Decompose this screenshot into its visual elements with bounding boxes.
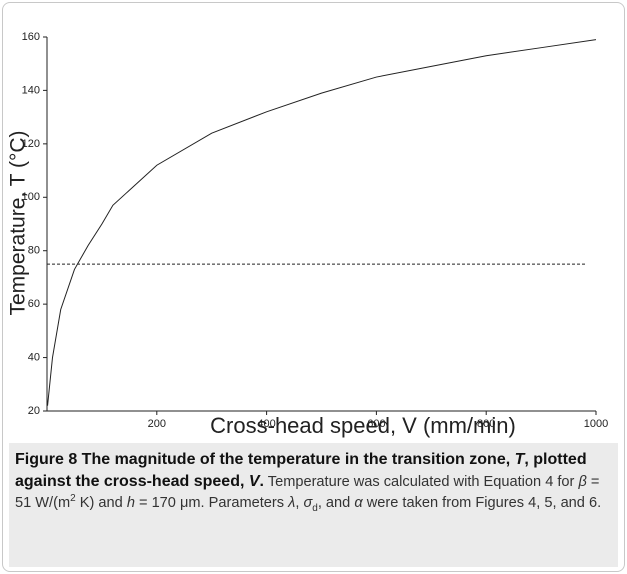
x-tick-label: 600 [367,418,385,430]
caption-run: d [312,502,318,514]
x-tick-label: 1000 [584,418,608,430]
caption-run: . [259,473,264,490]
caption-run: , and [317,495,355,511]
y-tick-label: 20 [28,405,40,417]
y-tick-label: 120 [22,138,40,150]
x-axis-label: Cross-head speed, V (mm/min) [210,413,516,438]
caption-run: 2 [70,493,76,505]
caption-run: Temperature was calculated with Equation… [263,474,579,490]
chart: Cross-head speed, V (mm/min) Temperature… [7,31,609,438]
y-tick-label: 60 [28,298,40,310]
caption-run: Figure 8 The magnitude of the temperatur… [15,451,515,468]
caption-run: T [514,451,525,468]
caption-run: , plotted against the cross-head speed, [15,451,587,490]
caption-run: were taken from Figures 4, 5, and 6. [362,495,602,511]
caption-run: α [354,495,363,511]
caption-run: = 51 W/(m [15,474,600,511]
caption-run: λ [288,495,296,511]
caption-run: σ [303,495,313,511]
y-tick-label: 140 [22,84,40,96]
caption-run: = 170 μm. Parameters [134,495,289,511]
caption-run: h [126,495,135,511]
caption-run: V [248,473,260,490]
caption: Figure 8 The magnitude of the temperatur… [9,443,618,567]
y-tick-label: 100 [22,191,40,203]
caption-run: K) and [75,495,127,511]
x-tick-label: 400 [257,418,275,430]
x-tick-label: 800 [477,418,495,430]
data-line [47,39,597,406]
x-tick-label: 200 [148,418,166,430]
y-tick-label: 80 [28,245,40,257]
caption-run: β [578,474,587,490]
caption-run: , [295,495,304,511]
y-tick-label: 40 [28,351,40,363]
y-axis-label: Temperature, T (°C) [7,130,30,315]
y-tick-label: 160 [22,31,40,43]
